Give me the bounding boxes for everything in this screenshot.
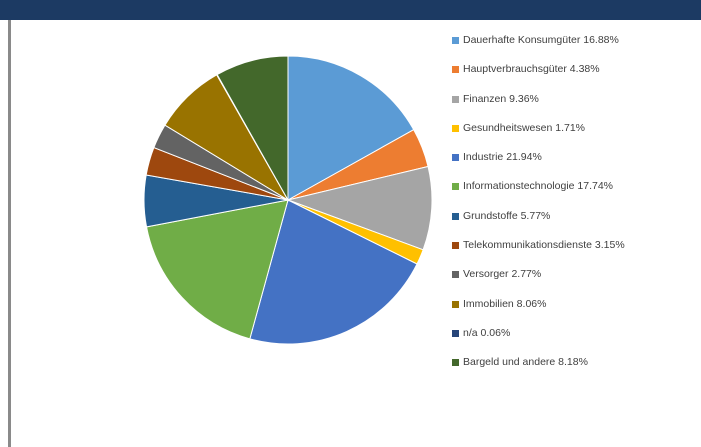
legend-swatch — [452, 300, 459, 308]
legend-label: n/a 0.06% — [463, 326, 511, 339]
legend-label: Dauerhafte Konsumgüter 16.88% — [463, 34, 619, 46]
legend-label: Industrie 21.94% — [463, 151, 542, 164]
legend-label: Versorger 2.77% — [463, 268, 542, 281]
legend-swatch — [452, 124, 459, 132]
legend-item: Grundstoffe 5.77% — [452, 210, 697, 239]
legend-swatch — [452, 212, 459, 220]
legend-item: Bargeld und andere 8.18% — [452, 356, 697, 385]
legend-item: Hauptverbrauchsgüter 4.38% — [452, 63, 697, 92]
pie-slice — [286, 165, 433, 251]
legend-item: Informationstechnologie 17.74% — [452, 180, 697, 209]
legend-swatch — [452, 183, 459, 191]
legend-label: Bargeld und andere 8.18% — [463, 356, 588, 369]
legend-swatch — [452, 242, 459, 250]
pie-slice — [249, 199, 418, 345]
legend-label: Immobilien 8.06% — [463, 297, 547, 310]
legend-swatch — [452, 37, 459, 44]
legend-item: Industrie 21.94% — [452, 151, 697, 180]
legend-swatch — [452, 359, 459, 367]
pie-slices — [143, 55, 433, 345]
chart-legend: Dauerhafte Konsumgüter 16.88% Hauptverbra… — [452, 34, 697, 386]
left-rule — [8, 20, 11, 447]
legend-label: Telekommunikationsdienste 3.15% — [463, 239, 625, 252]
legend-item: Telekommunikationsdienste 3.15% — [452, 239, 697, 268]
legend-item: Immobilien 8.06% — [452, 298, 697, 327]
legend-label: Finanzen 9.36% — [463, 92, 539, 105]
legend-swatch — [452, 154, 459, 162]
legend-label: Hauptverbrauchsgüter 4.38% — [463, 63, 600, 76]
legend-swatch — [452, 271, 459, 279]
legend-item: n/a 0.06% — [452, 327, 697, 356]
legend-swatch — [452, 329, 459, 337]
legend-item: Dauerhafte Konsumgüter 16.88% — [452, 34, 697, 63]
pie-slice — [216, 55, 289, 202]
legend-swatch — [452, 95, 459, 103]
legend-label: Informationstechnologie 17.74% — [463, 180, 614, 193]
pie-slice — [287, 55, 415, 201]
legend-swatch — [452, 66, 459, 74]
legend-item: Versorger 2.77% — [452, 268, 697, 297]
legend-label: Grundstoffe 5.77% — [463, 209, 551, 222]
pie-slice — [145, 199, 289, 340]
legend-label: Gesundheitswesen 1.71% — [463, 121, 585, 134]
legend-item: Gesundheitswesen 1.71% — [452, 122, 697, 151]
header-bar — [0, 0, 701, 20]
legend-item: Finanzen 9.36% — [452, 93, 697, 122]
